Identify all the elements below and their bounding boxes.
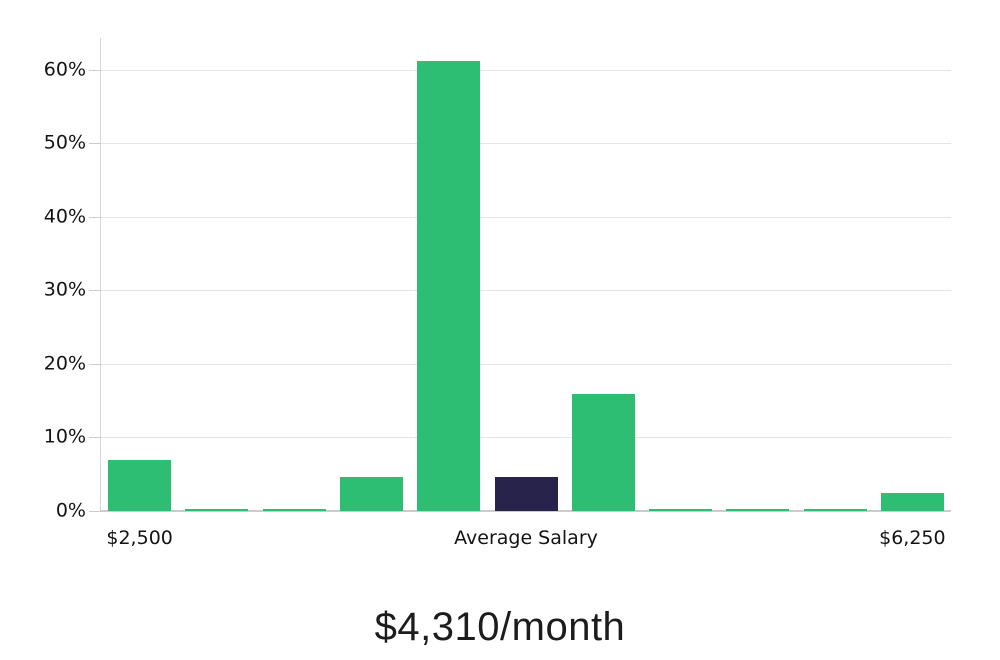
x-axis-tick-label: Average Salary [454, 527, 598, 549]
y-axis-tick-label: 30% [43, 278, 86, 301]
y-axis-tick-label: 10% [43, 425, 86, 448]
bar[interactable] [417, 60, 481, 511]
gridline [101, 69, 951, 71]
x-axis-tick-label: $2,500 [106, 527, 173, 549]
y-axis-tick-label: 60% [43, 58, 86, 81]
y-axis-tick-mark [89, 143, 101, 145]
bar-average-salary[interactable] [494, 477, 558, 511]
bar[interactable] [262, 509, 326, 511]
gridline [101, 363, 951, 365]
x-axis-baseline [100, 510, 951, 512]
y-axis-tick-mark [89, 363, 101, 365]
bar[interactable] [108, 459, 172, 511]
bar[interactable] [339, 477, 403, 511]
x-axis-tick-label: $6,250 [879, 527, 946, 549]
bar[interactable] [649, 509, 713, 511]
y-axis-tick-label: 0% [55, 499, 86, 522]
y-axis-tick-label: 40% [43, 205, 86, 228]
y-axis-tick-mark [89, 437, 101, 439]
bar[interactable] [185, 509, 249, 511]
gridline [101, 437, 951, 439]
bar[interactable] [880, 492, 944, 511]
y-axis-tick-mark [89, 216, 101, 218]
y-axis-tick-mark [89, 511, 101, 512]
bar[interactable] [571, 394, 635, 511]
y-axis-tick-mark [89, 290, 101, 292]
y-axis-tick-label: 50% [43, 131, 86, 154]
gridline [101, 143, 951, 145]
y-axis-tick-mark [89, 69, 101, 71]
plot-area: 0% 10% 20% 30% 40% 50% 60% $2,500 Average Salary… [44, 38, 951, 549]
average-salary-caption: $4,310/month [374, 605, 626, 649]
y-axis-tick-label: 20% [43, 352, 86, 375]
gridline [101, 290, 951, 292]
bar[interactable] [803, 509, 867, 511]
gridline [101, 216, 951, 218]
bar[interactable] [726, 509, 790, 511]
